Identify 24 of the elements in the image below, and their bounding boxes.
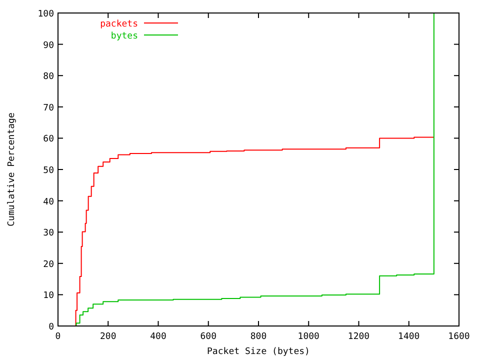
y-tick-label: 30	[43, 228, 54, 239]
y-tick-label: 0	[48, 322, 54, 332]
y-tick-label: 80	[43, 72, 54, 82]
x-tick-label: 1000	[298, 332, 320, 342]
x-tick-label: 400	[150, 332, 166, 342]
y-tick-label: 90	[43, 40, 54, 51]
y-tick-label: 10	[43, 291, 54, 302]
y-axis-title: Cumulative Percentage	[7, 112, 17, 226]
x-tick-label: 200	[100, 332, 116, 342]
x-tick-label: 1200	[348, 332, 370, 342]
y-tick-label: 40	[43, 197, 54, 208]
y-tick-label: 100	[38, 10, 54, 20]
y-tick-label: 50	[43, 166, 54, 176]
x-tick-label: 1600	[448, 332, 470, 342]
legend-label: bytes	[110, 32, 138, 42]
x-axis-title: Packet Size (bytes)	[207, 347, 310, 357]
y-tick-label: 70	[43, 103, 54, 114]
x-tick-label: 1400	[398, 332, 420, 342]
x-tick-label: 600	[200, 332, 217, 342]
y-tick-label: 20	[43, 260, 54, 270]
x-tick-label: 800	[250, 332, 267, 342]
x-tick-label: 0	[55, 332, 61, 342]
legend-label: packets	[100, 20, 138, 30]
y-tick-label: 60	[43, 134, 54, 145]
